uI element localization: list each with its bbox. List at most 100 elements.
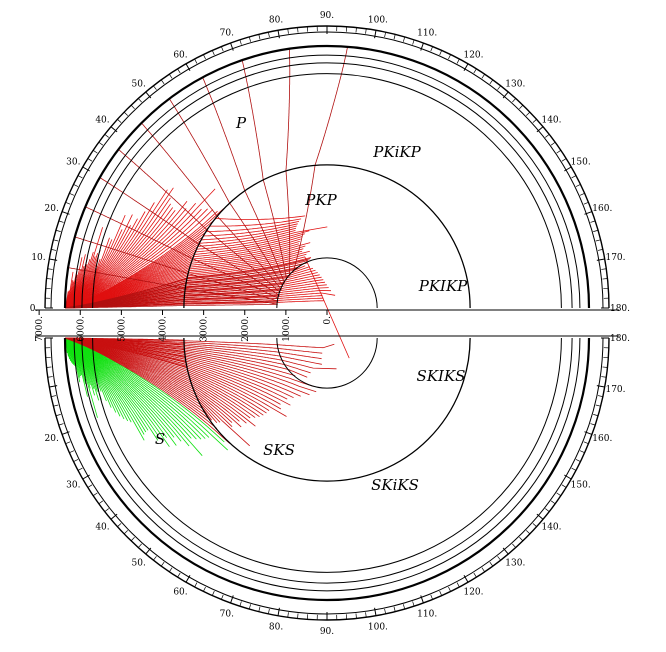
angle-tick-mark	[268, 608, 270, 614]
angle-tick-mark	[287, 28, 289, 34]
depth-tick-label: 7000.	[35, 316, 45, 342]
pkikp-ray-13	[65, 267, 278, 309]
angle-tick-mark	[556, 492, 561, 496]
angle-tick-mark	[583, 202, 589, 205]
angle-tick-label: 80.	[269, 16, 283, 26]
angle-tick-mark	[532, 523, 537, 527]
angle-tick-mark	[564, 474, 572, 480]
phase-label-pkikp: PKIKP	[418, 277, 468, 295]
angle-tick-mark	[93, 150, 98, 154]
angle-tick-mark	[248, 604, 251, 610]
angle-tick-mark	[571, 175, 577, 179]
angle-tick-mark	[169, 74, 173, 79]
angle-tick-label: 130.	[505, 559, 525, 569]
angle-tick-label: 150.	[571, 158, 591, 168]
angle-tick-mark	[481, 74, 485, 79]
angle-tick-mark	[55, 229, 61, 232]
angle-tick-mark	[463, 575, 469, 583]
angle-tick-mark	[536, 126, 544, 133]
angle-tick-mark	[545, 508, 550, 512]
angle-tick-mark	[61, 211, 70, 215]
pkikp-ray-7	[64, 98, 284, 309]
angle-tick-mark	[489, 79, 494, 85]
angle-tick-mark	[561, 484, 567, 488]
angle-tick-mark	[502, 91, 509, 99]
angle-tick-mark	[221, 46, 224, 52]
angle-tick-mark	[65, 202, 71, 205]
angle-tick-mark	[601, 376, 607, 378]
angle-tick-mark	[448, 586, 451, 592]
angle-tick-label: 50.	[132, 80, 146, 90]
angle-tick-mark	[595, 239, 601, 242]
angle-tick-mark	[77, 467, 83, 471]
angle-tick-mark	[160, 561, 165, 567]
angle-tick-mark	[575, 184, 581, 187]
angle-tick-mark	[194, 582, 198, 588]
angle-tick-mark	[53, 239, 59, 242]
angle-tick-mark	[51, 395, 57, 397]
angle-tick-label: 30.	[66, 158, 80, 168]
angle-tick-mark	[526, 111, 531, 116]
angle-tick-label: 180.	[610, 304, 630, 314]
angle-tick-mark	[110, 126, 118, 133]
angle-tick-label: 100.	[368, 16, 388, 26]
depth-scale-bar: 7000. 6000. 5000. 4000. 3000. 2000. 1000. 0.	[35, 309, 619, 342]
angle-tick-mark	[412, 39, 415, 45]
angle-tick-label: 120.	[463, 588, 483, 598]
phase-label-pkikp: PKiKP	[372, 143, 421, 161]
lower-mantle-shell-1	[81, 337, 573, 584]
angle-tick-mark	[497, 85, 501, 90]
angle-tick-label: 120.	[463, 50, 483, 60]
angle-tick-mark	[463, 63, 469, 71]
angle-tick-mark	[297, 613, 299, 619]
s-core-ray-group	[64, 337, 337, 447]
angle-tick-mark	[384, 32, 386, 38]
angle-tick-mark	[145, 91, 152, 99]
phase-label-skiks: SKIKS	[417, 367, 466, 385]
pkikp-ray-10	[65, 177, 281, 309]
angle-tick-mark	[65, 441, 71, 444]
angle-tick-label: 170.	[605, 253, 625, 263]
depth-tick-label: 5000.	[117, 316, 127, 342]
angle-tick-mark	[595, 404, 601, 407]
upper-core-mantle-boundary	[183, 164, 471, 309]
angle-tick-mark	[365, 28, 367, 34]
depth-tick-label: 4000.	[159, 316, 169, 342]
angle-tick-mark	[473, 68, 477, 74]
angle-tick-mark	[160, 79, 165, 85]
angle-tick-mark	[239, 601, 242, 607]
angle-tick-mark	[73, 184, 79, 187]
angle-tick-label: 40.	[95, 116, 109, 126]
angle-tick-mark	[571, 467, 577, 471]
angle-tick-mark	[448, 54, 451, 60]
phase-label-s: S	[155, 430, 165, 448]
angle-tick-mark	[456, 58, 460, 64]
angle-tick-mark	[584, 211, 593, 215]
angle-tick-mark	[77, 175, 83, 179]
angle-tick-mark	[519, 104, 524, 109]
angle-tick-label: 170.	[605, 385, 625, 395]
angle-tick-mark	[403, 604, 406, 610]
angle-tick-mark	[138, 98, 142, 103]
angle-tick-label: 180.	[610, 334, 630, 344]
angle-tick-mark	[403, 36, 406, 42]
lower-surface-boundary	[63, 337, 591, 602]
angle-tick-mark	[203, 586, 206, 592]
angle-tick-mark	[593, 229, 599, 232]
angle-tick-mark	[117, 119, 122, 123]
angle-tick-label: 110.	[417, 609, 437, 619]
angle-tick-label: 140.	[541, 522, 561, 532]
angle-tick-mark	[185, 575, 191, 583]
angle-tick-mark	[169, 567, 173, 572]
angle-tick-label: 70.	[220, 609, 234, 619]
angle-tick-mark	[374, 30, 377, 39]
angle-tick-mark	[69, 450, 75, 454]
angle-tick-mark	[473, 572, 477, 578]
angle-tick-label: 0.	[30, 304, 39, 314]
phase-label-skiks: SKiKS	[371, 476, 419, 494]
depth-tick-label: 3000.	[200, 316, 210, 342]
angle-tick-label: 50.	[132, 559, 146, 569]
lower-inner-core-boundary	[276, 337, 378, 389]
